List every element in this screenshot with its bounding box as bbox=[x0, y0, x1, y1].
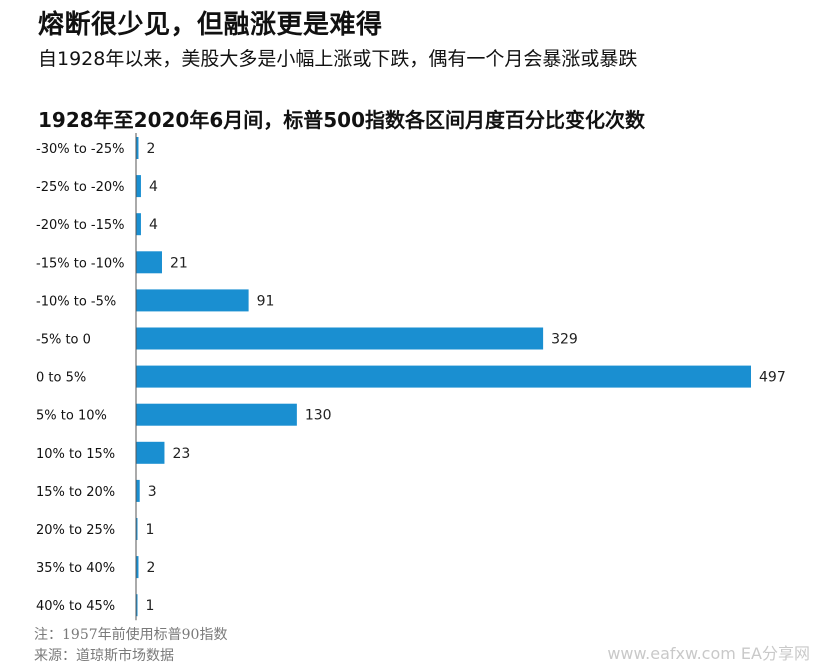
category-label: -15% to -10% bbox=[36, 256, 125, 271]
footnote-note: 注：1957年前使用标普90指数 bbox=[34, 627, 228, 643]
footnote-source: 来源：道琼斯市场数据 bbox=[34, 648, 174, 664]
bar bbox=[136, 251, 162, 274]
bar bbox=[136, 479, 140, 502]
category-label: 5% to 10% bbox=[36, 409, 107, 424]
value-label: 2 bbox=[146, 560, 155, 576]
category-label: -25% to -20% bbox=[36, 180, 125, 195]
bar bbox=[136, 289, 249, 312]
category-label: 20% to 25% bbox=[36, 523, 115, 538]
subheadline: 自1928年以来，美股大多是小幅上涨或下跌，偶有一个月会暴涨或暴跌 bbox=[38, 48, 638, 70]
value-label: 4 bbox=[149, 217, 158, 233]
category-label: 0 to 5% bbox=[36, 371, 86, 386]
bar bbox=[136, 594, 138, 617]
watermark: www.eafxw.com EA分享网 bbox=[607, 644, 810, 663]
category-label: 10% to 15% bbox=[36, 447, 115, 462]
bar bbox=[136, 403, 297, 426]
value-label: 2 bbox=[146, 141, 155, 157]
value-label: 3 bbox=[148, 484, 157, 500]
value-label: 21 bbox=[170, 255, 188, 271]
bar bbox=[136, 365, 751, 388]
value-label: 329 bbox=[551, 332, 578, 348]
category-label: -5% to 0 bbox=[36, 333, 91, 348]
value-label: 1 bbox=[146, 598, 155, 614]
category-label: 15% to 20% bbox=[36, 485, 115, 500]
value-label: 1 bbox=[146, 522, 155, 538]
bar bbox=[136, 137, 139, 159]
bar bbox=[136, 327, 544, 350]
headline: 熔断很少见，但融涨更是难得 bbox=[38, 10, 383, 40]
bar bbox=[136, 175, 141, 198]
category-label: -30% to -25% bbox=[36, 142, 125, 157]
value-label: 91 bbox=[257, 293, 275, 309]
category-label: -10% to -5% bbox=[36, 294, 116, 309]
value-label: 497 bbox=[759, 370, 786, 386]
bar bbox=[136, 213, 141, 236]
value-label: 4 bbox=[149, 179, 158, 195]
bar bbox=[136, 518, 138, 540]
chart-title: 1928年至2020年6月间，标普500指数各区间月度百分比变化次数 bbox=[38, 108, 645, 132]
value-label: 23 bbox=[172, 446, 190, 462]
category-label: -20% to -15% bbox=[36, 218, 125, 233]
value-label: 130 bbox=[305, 408, 332, 424]
bar bbox=[136, 556, 139, 579]
bar bbox=[136, 441, 165, 464]
category-label: 35% to 40% bbox=[36, 561, 115, 576]
category-label: 40% to 45% bbox=[36, 599, 115, 614]
